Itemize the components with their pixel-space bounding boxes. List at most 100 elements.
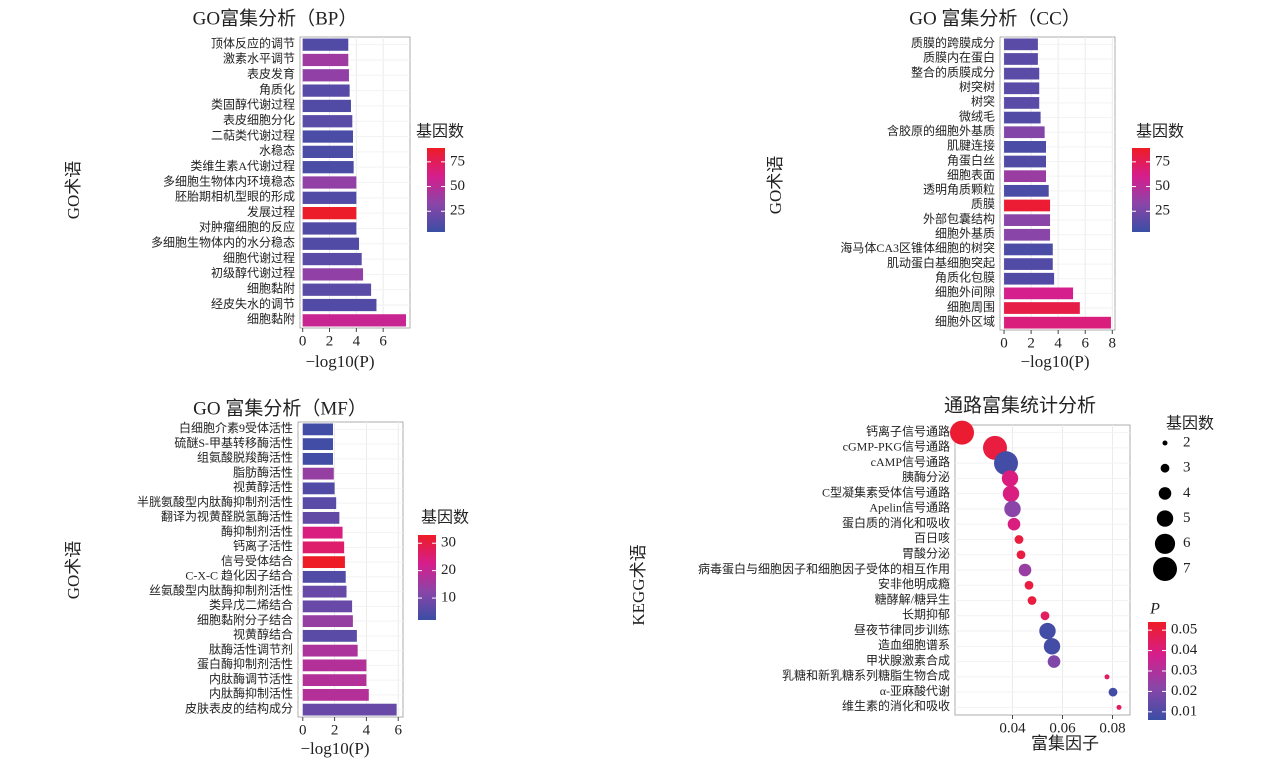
y-tick-label: 透明角质颗粒 [923, 182, 995, 197]
bar [302, 541, 345, 554]
chart-title: 通路富集统计分析 [944, 394, 1096, 416]
x-tick-label: 0.08 [1099, 720, 1125, 736]
y-tick-label: 皮肤表皮的结构成分 [185, 700, 293, 715]
colorbar-title: P [1149, 601, 1160, 618]
colorbar-label: 25 [450, 203, 465, 219]
bar [302, 298, 377, 312]
bar [1004, 126, 1045, 139]
y-tick-label: 安非他明成瘾 [878, 576, 950, 591]
y-tick-label: 外部包囊结构 [923, 211, 995, 226]
y-tick-label: 半胱氨酸型内肽酶抑制剂活性 [137, 494, 293, 509]
dot [1001, 470, 1019, 487]
bar [302, 452, 333, 465]
dot [1104, 674, 1110, 680]
x-tick-label: 8 [1109, 335, 1117, 351]
colorbar-title: 基因数 [1136, 123, 1184, 141]
bar [302, 674, 367, 687]
y-tick-label: 酶抑制剂活性 [221, 523, 293, 538]
bar [302, 615, 353, 628]
colorbar-label: 25 [1155, 203, 1170, 219]
bar [302, 600, 353, 613]
bar [1004, 155, 1046, 168]
y-tick-label: 细胞黏附 [247, 312, 295, 326]
dot [1018, 563, 1032, 577]
dot [1043, 638, 1061, 655]
bar [302, 482, 335, 495]
bar [1004, 67, 1040, 80]
y-tick-label: 表皮细胞分化 [223, 113, 295, 127]
panel: GO 富集分析（MF） −log10(P) GO术语 0 2 4 6 白细胞介素9受体活性硫醚… [64, 397, 469, 758]
size-legend-dot [1156, 510, 1174, 527]
bar [302, 130, 353, 143]
bar [1004, 243, 1053, 256]
y-tick-label: 内肽酶抑制活性 [209, 686, 293, 701]
bar [302, 222, 357, 235]
y-tick-label: 多细胞生物体内环境稳态 [163, 173, 295, 188]
y-tick-label: 发展过程 [247, 204, 295, 219]
y-tick-label: 质膜的跨膜成分 [911, 35, 995, 50]
x-axis-title: −log10(P) [300, 739, 369, 758]
bar [302, 585, 347, 598]
x-tick-label: 0 [1000, 335, 1008, 351]
y-tick-label: 组氨酸脱羧酶活性 [197, 450, 293, 465]
y-tick-label: 角质化包膜 [935, 270, 995, 284]
bar [302, 644, 358, 657]
y-tick-label: Apelin信号通路 [869, 500, 950, 515]
y-tick-label: 整合的质膜成分 [911, 64, 995, 79]
y-tick-label: 角蛋白丝 [947, 152, 995, 167]
dot [1116, 704, 1122, 710]
panel: GO富集分析（BP） −log10(P) GO术语 0 2 4 6 顶体反应的调节激素水平调节… [64, 7, 465, 371]
x-axis-title: 富集因子 [1031, 734, 1099, 753]
size-legend-dot [1162, 440, 1168, 446]
y-tick-label: 甲状腺激素合成 [866, 652, 950, 667]
bar [1004, 258, 1053, 270]
dot [1007, 517, 1021, 531]
colorbar-title: 基因数 [421, 509, 469, 527]
x-tick-label: 0 [299, 333, 307, 349]
dot [1016, 550, 1026, 560]
dot [1047, 655, 1061, 668]
chart-title: GO富集分析（BP） [193, 7, 358, 29]
y-tick-label: 糖酵解/糖异生 [875, 591, 950, 606]
colorbar-label: 50 [450, 178, 465, 194]
y-tick-label: 细胞外间隙 [935, 285, 995, 299]
y-tick-label: 乳糖和新乳糖系列糖脂生物合成 [782, 668, 950, 683]
x-tick-label: 4 [1054, 335, 1062, 351]
y-tick-label: 蛋白酶抑制剂活性 [197, 656, 293, 671]
y-tick-label: 肌动蛋白基细胞突起 [887, 255, 995, 270]
dot [1024, 580, 1034, 590]
bar [1004, 214, 1051, 226]
bar [1004, 184, 1049, 197]
y-tick-label: 细胞黏附分子结合 [197, 612, 293, 627]
size-legend-dot [1160, 463, 1170, 473]
colorbar [1132, 148, 1150, 232]
y-tick-label: 对肿瘤细胞的反应 [199, 219, 295, 234]
y-axis-title: GO术语 [64, 541, 83, 600]
y-tick-label: 角质化 [259, 82, 295, 96]
y-tick-label: α-亚麻酸代谢 [880, 683, 950, 698]
y-tick-label: 树突 [971, 94, 995, 109]
dot [1108, 687, 1118, 697]
bar [1004, 228, 1051, 241]
y-tick-label: cAMP信号通路 [871, 454, 950, 469]
y-tick-label: 胃酸分泌 [902, 545, 950, 560]
size-legend-label: 2 [1183, 434, 1191, 450]
dot [1014, 535, 1024, 544]
colorbar [1148, 622, 1166, 720]
x-tick-label: 6 [394, 722, 402, 738]
bar [302, 53, 349, 67]
colorbar-label: 0.04 [1171, 642, 1198, 658]
bar [302, 314, 406, 327]
x-axis-title: −log10(P) [305, 352, 374, 371]
y-tick-label: 肌腱连接 [947, 138, 995, 153]
colorbar-label: 30 [441, 535, 456, 551]
y-tick-label: C型凝集素受体信号通路 [822, 484, 950, 499]
y-tick-label: 类异戊二烯结合 [209, 597, 293, 612]
x-tick-label: 0.04 [999, 720, 1026, 736]
bar [302, 688, 369, 701]
y-tick-label: 内肽酶调节活性 [209, 671, 293, 686]
size-legend-label: 4 [1183, 485, 1191, 501]
bar [1004, 53, 1038, 65]
y-tick-label: 肽酶活性调节剂 [209, 641, 293, 656]
bar [1004, 170, 1046, 183]
